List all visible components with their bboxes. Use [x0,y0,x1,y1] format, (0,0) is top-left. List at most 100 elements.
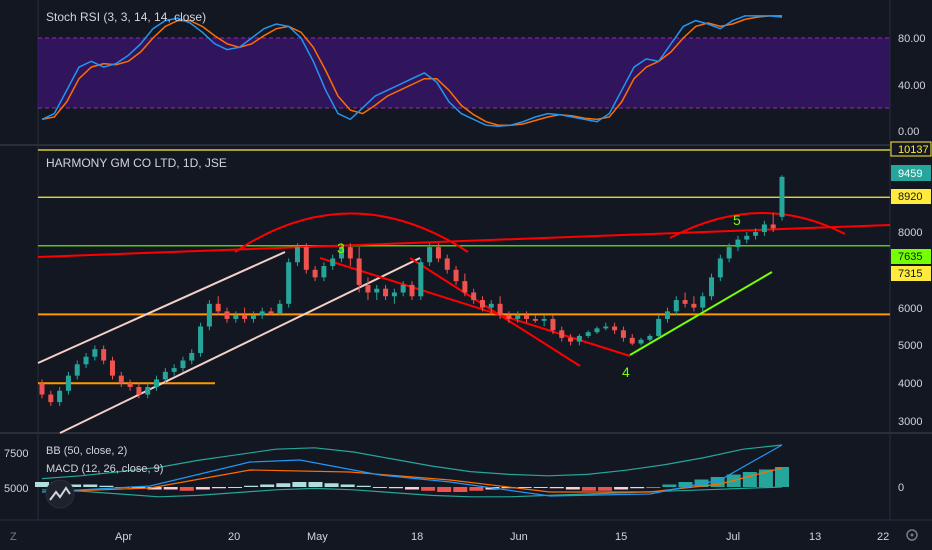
candle-body [39,383,45,395]
settings-icon[interactable] [906,529,918,541]
svg-text:9459: 9459 [898,168,922,180]
price-tag-10137: 10137 [890,141,932,157]
price-tick-5000: 5000 [898,340,922,352]
candle-body [409,284,415,297]
stoch-k-line [41,15,783,128]
candle-body [559,330,565,338]
stoch-tick-40: 40.00 [898,80,926,92]
candle-body [435,247,441,259]
macd-histogram-bar [372,487,387,488]
price-tick-6000: 6000 [898,303,922,315]
candle-body [180,360,186,369]
macd-histogram-bar [533,487,548,488]
candle-body [154,379,160,387]
x-label-22: 22 [877,531,889,543]
macd-histogram-bar [324,483,339,487]
candle-body [136,386,142,395]
candle-body [532,318,538,321]
macd-histogram-bar [453,487,468,492]
macd-histogram-bar [35,482,49,487]
x-label-13: 13 [809,531,821,543]
x-label-18: 18 [411,531,423,543]
macd-left-tick-5000: 5000 [4,483,28,495]
x-label-jun: Jun [510,531,528,543]
candle-body [391,292,397,297]
x-label-jul: Jul [726,531,740,543]
macd-signal-line [41,467,783,493]
macd-histogram-bar [99,485,114,487]
candle-body [224,311,230,319]
macd-histogram-bar [630,487,645,489]
macd-histogram-bar [276,483,291,487]
macd-histogram-bar [421,487,436,491]
candle-body [250,315,256,319]
price-horizontal-levels [38,149,890,385]
candle-body [726,247,732,259]
stoch-rsi-lines [41,15,783,128]
candle-body [541,318,547,321]
candle-body [638,339,644,344]
bb-title: BB (50, close, 2) [46,445,128,457]
support-trendline [629,271,773,356]
macd-histogram-bar [775,467,789,487]
stoch-tick-0: 0.00 [898,126,919,138]
candle-body [664,311,670,319]
price-tick-3000: 3000 [898,416,922,428]
candle-body [109,360,115,376]
macd-histogram-bar [131,487,146,489]
candle-body [761,224,767,232]
candle-body [462,281,468,293]
x-label-may: May [307,531,328,543]
candle-body [118,375,124,384]
macd-histogram-bar [598,487,613,491]
wave-label-3: 3 [337,240,345,256]
candle-body [65,375,71,391]
macd-histogram-bar [388,487,403,489]
trend-drawings [37,212,891,434]
candle-body [127,383,133,387]
macd-histogram-bar [549,487,564,489]
macd-histogram-bar [710,477,725,487]
svg-text:8920: 8920 [898,191,922,203]
macd-histogram-bar [211,487,226,489]
candle-body [215,303,221,312]
candle-body [233,315,239,319]
candle-body [92,349,98,357]
x-label-apr: Apr [115,531,132,543]
macd-title: MACD (12, 26, close, 9) [46,463,164,475]
candle-body [506,315,512,319]
candle-body [294,247,300,263]
macd-histogram-bar [758,469,773,487]
candle-body [585,332,591,336]
macd-histogram-bar [67,484,82,487]
candle-body [171,368,177,372]
candle-body [259,311,265,316]
x-label-15: 15 [615,531,627,543]
timezone-z-icon[interactable]: Z [10,531,17,543]
candle-body [620,330,626,338]
candle-body [444,258,450,270]
candle-body [656,318,662,336]
candle-body [198,326,204,353]
resistance-trendline [37,224,891,258]
candle-body [427,247,433,263]
stoch-tick-80: 80.00 [898,33,926,45]
candle-body [339,247,345,259]
candle-body [400,284,406,293]
macd-histogram-bar [614,487,629,490]
candle-body [83,356,89,365]
macd-histogram-bar [260,484,275,487]
candle-body [374,288,380,293]
macd-histogram-bar [581,487,596,491]
stoch-title: Stoch RSI (3, 3, 14, 14, close) [46,10,207,24]
candle-body [515,315,521,319]
symbol-title[interactable]: HARMONY GM CO LTD, 1D, JSE [46,156,227,170]
macd-histogram-bar [662,484,677,487]
candle-body [753,232,759,236]
channel-up-upper [37,251,286,364]
candle-body [673,300,679,312]
candle-body [268,311,274,314]
candle-body [242,315,248,319]
channel-down-lower [409,257,581,367]
